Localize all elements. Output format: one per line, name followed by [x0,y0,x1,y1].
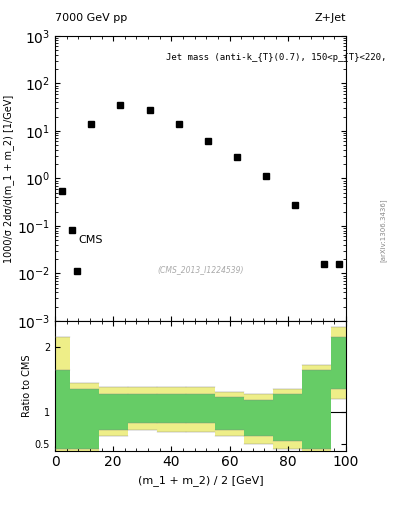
Line: CMS: CMS [59,101,342,275]
CMS [60,188,64,194]
Bar [99,394,128,430]
Text: 7000 GeV pp: 7000 GeV pp [55,13,127,23]
Bar [55,337,70,452]
Text: [arXiv:1306.3436]: [arXiv:1306.3436] [380,199,387,262]
Bar [302,365,331,454]
Y-axis label: 1000/σ 2dσ/d(m_1 + m_2) [1/GeV]: 1000/σ 2dσ/d(m_1 + m_2) [1/GeV] [3,94,14,263]
X-axis label: (m_1 + m_2) / 2 [GeV]: (m_1 + m_2) / 2 [GeV] [138,475,263,486]
Bar [186,387,215,433]
Bar [244,400,273,436]
Bar [99,387,128,436]
Bar [273,389,302,449]
Bar [331,328,346,399]
Bar [215,397,244,430]
CMS [89,121,94,127]
CMS [206,138,210,144]
CMS [234,154,239,160]
CMS [292,202,298,208]
Bar [157,387,186,433]
Bar [215,392,244,436]
CMS [176,121,181,127]
Bar [128,394,157,423]
Y-axis label: Ratio to CMS: Ratio to CMS [22,354,32,417]
CMS [336,261,341,267]
CMS [75,268,79,274]
CMS [321,261,326,267]
Bar [302,370,331,449]
Text: CMS: CMS [78,236,103,245]
Bar [55,370,70,449]
Bar [244,394,273,444]
Text: Z+Jet: Z+Jet [314,13,346,23]
Bar [70,382,99,454]
Bar [128,387,157,430]
Bar [331,337,346,389]
CMS [263,174,268,180]
Bar [70,389,99,449]
Bar [273,394,302,441]
Text: (CMS_2013_I1224539): (CMS_2013_I1224539) [157,265,244,274]
Bar [186,394,215,423]
Text: Jet mass (anti-k_{T}(0.7), 150<p_{T}<220, |y|<2.5): Jet mass (anti-k_{T}(0.7), 150<p_{T}<220… [165,53,393,62]
Bar [157,394,186,423]
CMS [118,102,123,108]
CMS [147,106,152,113]
